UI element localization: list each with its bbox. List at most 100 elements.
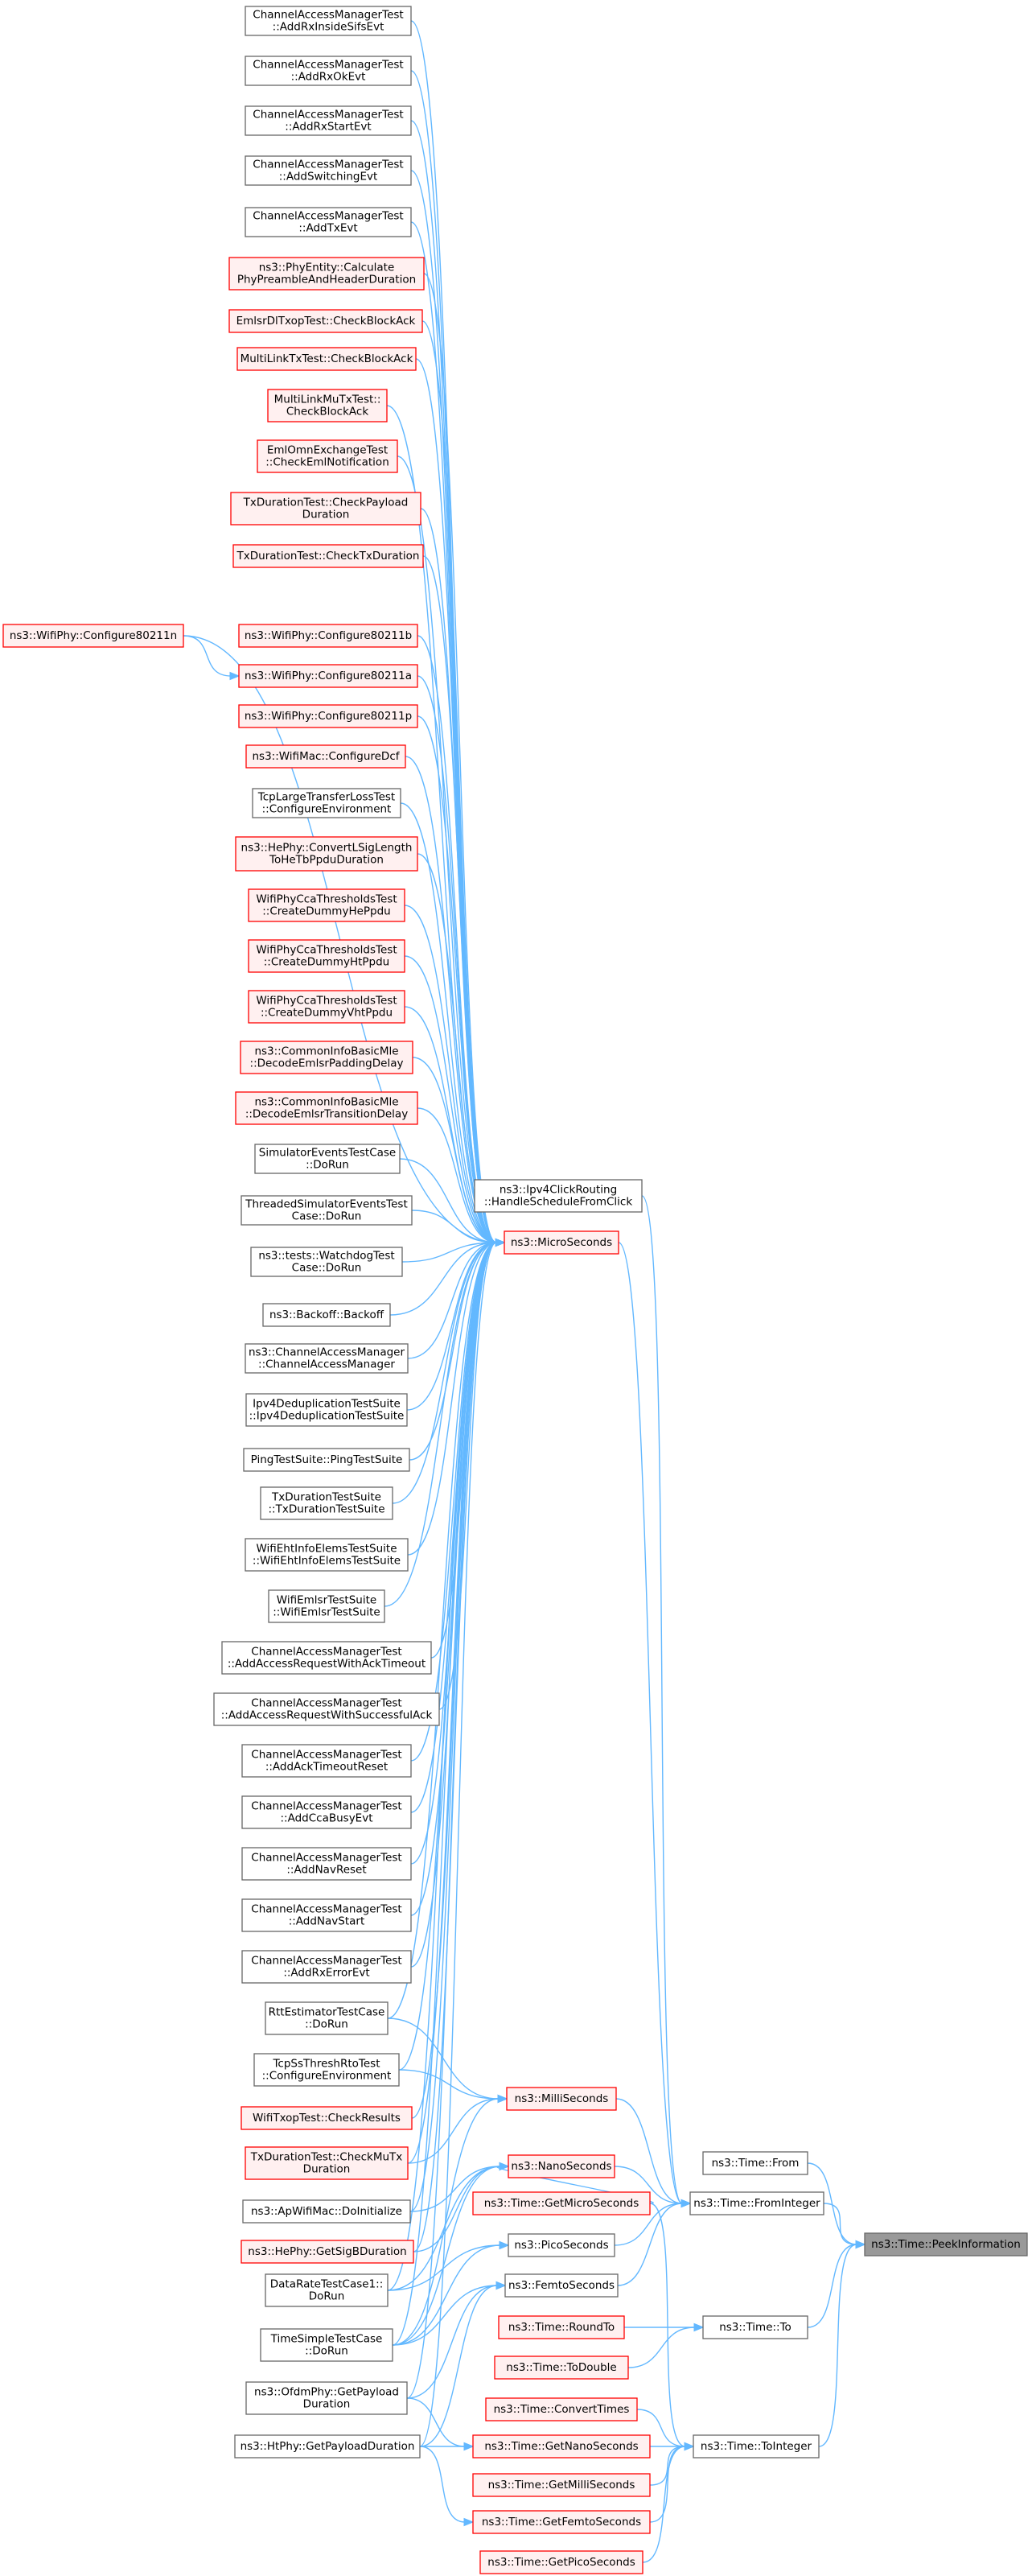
- node-wifiphyccathresholdstest-createdummyheppdu[interactable]: WifiPhyCcaThresholdsTest::CreateDummyHeP…: [248, 888, 405, 922]
- node-label-line: WifiPhyCcaThresholdsTest: [256, 893, 397, 906]
- node-label-line: ::CheckEmlNotification: [265, 456, 389, 469]
- node-label-line: ::CreateDummyVhtPpdu: [261, 1007, 393, 1020]
- node-box: [702, 2151, 808, 2175]
- node-label-line: ChannelAccessManagerTest: [253, 9, 403, 22]
- node-channelaccessmanagertest-addnavreset[interactable]: ChannelAccessManagerTest::AddNavReset: [241, 1847, 412, 1881]
- nodes-layer: ChannelAccessManagerTest::AddRxInsideSif…: [2, 6, 1028, 2574]
- node-ns3-time-getpicoseconds[interactable]: ns3::Time::GetPicoSeconds: [479, 2550, 643, 2574]
- node-box: [268, 1589, 385, 1623]
- node-ns3-apwifimac-doinitialize[interactable]: ns3::ApWifiMac::DoInitialize: [242, 2199, 411, 2224]
- node-ns3-time-roundto[interactable]: ns3::Time::RoundTo: [498, 2315, 625, 2339]
- node-wifiphyccathresholdstest-createdummyhtppdu[interactable]: WifiPhyCcaThresholdsTest::CreateDummyHtP…: [248, 939, 405, 973]
- node-ns3-time-to[interactable]: ns3::Time::To: [702, 2315, 808, 2339]
- node-multilinktxtest-checkblockack[interactable]: MultiLinkTxTest::CheckBlockAck: [236, 347, 417, 371]
- node-label-line: Case::DoRun: [292, 1262, 362, 1275]
- node-box: [245, 56, 412, 86]
- node-box: [240, 1041, 413, 1074]
- node-ipv4deduplicationtestsuite-ipv4deduplicationtestsuite[interactable]: Ipv4DeduplicationTestSuite::Ipv4Deduplic…: [245, 1393, 408, 1427]
- node-label-line: ns3::Time::ConvertTimes: [494, 2403, 630, 2416]
- node-wifiemlsrtestsuite-wifiemlsrtestsuite[interactable]: WifiEmlsrTestSuite::WifiEmlsrTestSuite: [268, 1589, 385, 1623]
- node-ns3-commoninfobasicmle-decodeemlsrtransitiondelay[interactable]: ns3::CommonInfoBasicMle::DecodeEmlsrTran…: [235, 1091, 418, 1125]
- node-ns3-time-frominteger[interactable]: ns3::Time::FromInteger: [689, 2191, 824, 2215]
- node-emlomnexchangetest-checkemlnotification[interactable]: EmlOmnExchangeTest::CheckEmlNotification: [257, 439, 398, 473]
- node-dataratetestcase1-dorun[interactable]: DataRateTestCase1::DoRun: [265, 2273, 389, 2307]
- node-label-line: ChannelAccessManagerTest: [253, 59, 403, 72]
- node-ns3-htphy-getpayloadduration[interactable]: ns3::HtPhy::GetPayloadDuration: [234, 2434, 421, 2459]
- node-ns3-wifiphy-configure80211p[interactable]: ns3::WifiPhy::Configure80211p: [238, 704, 418, 728]
- node-txdurationtest-checktxduration[interactable]: TxDurationTest::CheckTxDuration: [232, 544, 424, 568]
- node-ns3-time-getfemtoseconds[interactable]: ns3::Time::GetFemtoSeconds: [472, 2510, 651, 2534]
- node-wifitxoptest-checkresults[interactable]: WifiTxopTest::CheckResults: [241, 2106, 413, 2130]
- node-wifiehtinfoelemstestsuite-wifiehtinfoelemstestsuite[interactable]: WifiEhtInfoElemsTestSuite::WifiEhtInfoEl…: [245, 1538, 409, 1572]
- edge-n13-to-n14: [183, 635, 241, 681]
- node-channelaccessmanagertest-addaccessrequestwithsuccessfulack[interactable]: ChannelAccessManagerTest::AddAccessReque…: [213, 1692, 440, 1726]
- node-channelaccessmanagertest-addacktimeoutreset[interactable]: ChannelAccessManagerTest::AddAckTimeoutR…: [241, 1744, 412, 1778]
- node-channelaccessmanagertest-addrxstartevt[interactable]: ChannelAccessManagerTest::AddRxStartEvt: [245, 105, 412, 136]
- node-channelaccessmanagertest-addswitchingevt[interactable]: ChannelAccessManagerTest::AddSwitchingEv…: [245, 155, 412, 186]
- node-ns3-time-todouble[interactable]: ns3::Time::ToDouble: [494, 2355, 629, 2380]
- node-ns3-time-getmilliseconds[interactable]: ns3::Time::GetMilliSeconds: [472, 2473, 651, 2497]
- node-ns3-time-getmicroseconds[interactable]: ns3::Time::GetMicroSeconds: [472, 2191, 651, 2215]
- node-ns3-picoseconds[interactable]: ns3::PicoSeconds: [508, 2233, 615, 2257]
- node-channelaccessmanagertest-addrxokevt[interactable]: ChannelAccessManagerTest::AddRxOkEvt: [245, 56, 412, 86]
- node-ns3-femtoseconds[interactable]: ns3::FemtoSeconds: [504, 2273, 619, 2298]
- node-label-line: ns3::MicroSeconds: [511, 1236, 612, 1249]
- edge-n14-to-n27: [417, 675, 506, 1247]
- node-pingtestsuite-pingtestsuite[interactable]: PingTestSuite::PingTestSuite: [243, 1448, 410, 1472]
- node-box: [235, 836, 418, 872]
- node-channelaccessmanagertest-addnavstart[interactable]: ChannelAccessManagerTest::AddNavStart: [241, 1898, 412, 1932]
- node-ns3-hephy-convertlsiglengthtohetbppduduration[interactable]: ns3::HePhy::ConvertLSigLengthToHeTbPpduD…: [235, 836, 418, 872]
- edge-n44-to-n45: [398, 2069, 508, 2104]
- edge-n46-to-n27: [411, 1238, 506, 2119]
- node-ns3-ofdmphy-getpayloadduration[interactable]: ns3::OfdmPhy::GetPayloadDuration: [245, 2381, 408, 2415]
- node-simulatoreventstestcase-dorun[interactable]: SimulatorEventsTestCase::DoRun: [254, 1144, 401, 1174]
- node-label-line: ::DecodeEmlsrPaddingDelay: [250, 1057, 404, 1070]
- node-box: [474, 1179, 643, 1213]
- node-ns3-phyentity-calculatephypreambleandheaderduration[interactable]: ns3::PhyEntity::CalculatePhyPreambleAndH…: [228, 257, 425, 291]
- node-multilinkmutxtest-checkblockack[interactable]: MultiLinkMuTxTest::CheckBlockAck: [267, 389, 388, 422]
- node-ns3-commoninfobasicmle-decodeemlsrpaddingdelay[interactable]: ns3::CommonInfoBasicMle::DecodeEmlsrPadd…: [240, 1041, 413, 1074]
- node-rttestimatortestcase-dorun[interactable]: RttEstimatorTestCase::DoRun: [265, 2001, 389, 2035]
- node-txdurationtestsuite-txdurationtestsuite[interactable]: TxDurationTestSuite::TxDurationTestSuite: [260, 1486, 393, 1520]
- node-box: [702, 2315, 808, 2339]
- node-ns3-channelaccessmanager-channelaccessmanager[interactable]: ns3::ChannelAccessManager::ChannelAccess…: [245, 1343, 409, 1374]
- node-ns3-ipv4clickrouting-handleschedulefromclick[interactable]: ns3::Ipv4ClickRouting::HandleScheduleFro…: [474, 1179, 643, 1213]
- node-box: [245, 2146, 409, 2180]
- node-channelaccessmanagertest-addccabusyevt[interactable]: ChannelAccessManagerTest::AddCcaBusyEvt: [241, 1795, 412, 1829]
- node-label-line: WifiEmlsrTestSuite: [277, 1594, 376, 1607]
- node-ns3-wifiphy-configure80211b[interactable]: ns3::WifiPhy::Configure80211b: [238, 624, 418, 648]
- node-channelaccessmanagertest-addaccessrequestwithacktimeout[interactable]: ChannelAccessManagerTest::AddAccessReque…: [221, 1641, 432, 1675]
- node-label-line: ns3::Time::GetNanoSeconds: [484, 2440, 638, 2453]
- node-channelaccessmanagertest-addtxevt[interactable]: ChannelAccessManagerTest::AddTxEvt: [245, 207, 412, 237]
- node-ns3-wifimac-configuredcf[interactable]: ns3::WifiMac::ConfigureDcf: [245, 744, 406, 769]
- node-channelaccessmanagertest-addrxinsidesifsevt[interactable]: ChannelAccessManagerTest::AddRxInsideSif…: [245, 6, 412, 36]
- node-box: [485, 2397, 638, 2421]
- node-label-line: ns3::WifiPhy::Configure80211b: [245, 629, 412, 642]
- node-box: [245, 1393, 408, 1427]
- node-tcplargetransferlosstest-configureenvironment[interactable]: TcpLargeTransferLossTest::ConfigureEnvir…: [252, 788, 401, 818]
- node-timesimpletestcase-dorun[interactable]: TimeSimpleTestCase::DoRun: [260, 2328, 393, 2362]
- node-emlsrdltxoptest-checkblockack[interactable]: EmlsrDlTxopTest::CheckBlockAck: [228, 309, 423, 333]
- node-ns3-backoff-backoff[interactable]: ns3::Backoff::Backoff: [262, 1303, 391, 1327]
- node-tcpssthreshrtotest-configureenvironment[interactable]: TcpSsThreshRtoTest::ConfigureEnvironment: [253, 2053, 400, 2087]
- node-label-line: ::AddNavStart: [289, 1915, 365, 1928]
- node-wifiphyccathresholdstest-createdummyvhtppdu[interactable]: WifiPhyCcaThresholdsTest::CreateDummyVht…: [248, 990, 405, 1024]
- node-box: [232, 544, 424, 568]
- node-ns3-time-getnanoseconds[interactable]: ns3::Time::GetNanoSeconds: [472, 2434, 651, 2459]
- node-box: [508, 2154, 615, 2178]
- node-ns3-milliseconds[interactable]: ns3::MilliSeconds: [506, 2087, 617, 2111]
- node-ns3-time-tointeger[interactable]: ns3::Time::ToInteger: [693, 2434, 820, 2459]
- node-ns3-wifiphy-configure80211n[interactable]: ns3::WifiPhy::Configure80211n: [2, 624, 184, 648]
- node-ns3-hephy-getsigbduration[interactable]: ns3::HePhy::GetSigBDuration: [241, 2240, 414, 2264]
- node-ns3-nanoseconds[interactable]: ns3::NanoSeconds: [508, 2154, 615, 2178]
- node-ns3-wifiphy-configure80211a[interactable]: ns3::WifiPhy::Configure80211a: [238, 664, 418, 688]
- node-channelaccessmanagertest-addrxerrorevt[interactable]: ChannelAccessManagerTest::AddRxErrorEvt: [241, 1950, 412, 1984]
- node-ns3-time-from[interactable]: ns3::Time::From: [702, 2151, 808, 2175]
- node-ns3-microseconds[interactable]: ns3::MicroSeconds: [504, 1230, 619, 1255]
- node-box: [245, 155, 412, 186]
- node-ns3-time-converttimes[interactable]: ns3::Time::ConvertTimes: [485, 2397, 638, 2421]
